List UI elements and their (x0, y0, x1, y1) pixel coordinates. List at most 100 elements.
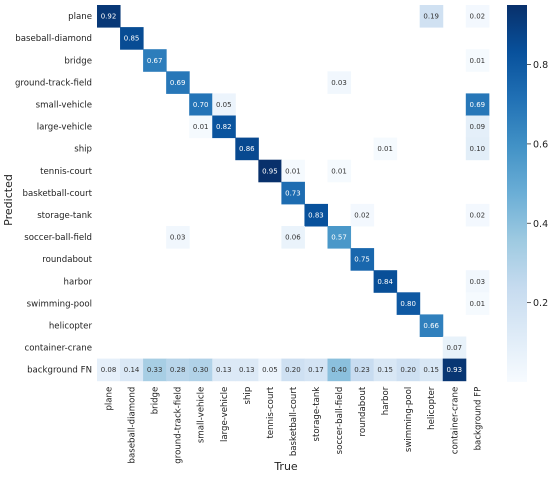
heatmap-cell (350, 248, 375, 271)
y-tick-label: large-vehicle (37, 123, 92, 133)
heatmap-cell (396, 292, 421, 315)
y-tick-label: ground-track-field (15, 78, 92, 88)
colorbar-ticks: 0.2 0.4 0.6 0.8 (527, 60, 548, 309)
colorbar-tick-label: 0.6 (533, 139, 548, 150)
cell-value-label: 0.83 (308, 211, 324, 219)
cell-value-label: 0.20 (400, 366, 416, 374)
x-tick-label: plane (105, 387, 115, 411)
heatmap-cell (350, 358, 375, 382)
cell-value-label: 0.03 (331, 79, 347, 87)
y-tick-label: ship (74, 145, 92, 155)
y-tick-label: soccer-ball-field (24, 233, 92, 243)
cell-value-label: 0.15 (377, 366, 393, 374)
cell-value-label: 0.40 (331, 366, 347, 374)
x-tick-label: large-vehicle (220, 387, 230, 442)
heatmap-cell (465, 5, 490, 28)
y-tick-label: container-crane (24, 344, 92, 354)
heatmap-cell (143, 49, 167, 72)
heatmap-cell (373, 137, 398, 161)
cell-value-label: 0.95 (262, 167, 278, 175)
heatmap-cell (465, 49, 490, 72)
heatmap-cell (327, 71, 352, 94)
heatmap-cell (166, 358, 190, 382)
x-tick-label: tennis-court (266, 386, 276, 438)
cell-value-label: 0.28 (170, 366, 186, 374)
y-tick-label: helicopter (49, 321, 93, 331)
cell-value-label: 0.01 (285, 167, 301, 175)
x-tick-label: swimming-pool (404, 387, 414, 452)
y-tick-label: basketball-court (23, 189, 93, 199)
heatmap-cell (281, 226, 305, 249)
heatmap-cell (189, 115, 213, 139)
heatmap-cell (166, 71, 190, 94)
cell-value-label: 0.03 (170, 234, 186, 242)
y-tick-label: tennis-court (40, 167, 92, 177)
cell-value-label: 0.14 (124, 366, 140, 374)
cell-value-label: 0.13 (239, 366, 255, 374)
heatmap-cell (166, 226, 190, 249)
heatmap-cell (281, 159, 305, 183)
cell-value-label: 0.17 (308, 366, 324, 374)
cell-value-label: 0.30 (193, 366, 209, 374)
cell-value-label: 0.73 (285, 189, 301, 197)
heatmap-cell (396, 358, 421, 382)
cell-value-label: 0.09 (470, 123, 486, 131)
cell-value-label: 0.01 (193, 123, 209, 131)
heatmap-cell (258, 358, 282, 382)
x-tick-label: baseball-diamond (128, 387, 138, 464)
cell-value-label: 0.08 (101, 366, 117, 374)
colorbar-tick-label: 0.4 (533, 219, 548, 230)
y-axis-title: Predicted (2, 174, 15, 226)
heatmap-cell (327, 358, 352, 382)
heatmap-cell (304, 203, 328, 227)
heatmap-cell (465, 203, 490, 227)
cell-value-label: 0.03 (470, 278, 486, 286)
x-tick-label: basketball-court (289, 386, 299, 456)
heatmap-cell (350, 203, 375, 227)
cell-value-label: 0.69 (170, 79, 186, 87)
heatmap-cell (304, 358, 328, 382)
heatmap-cell (373, 358, 398, 382)
cell-value-label: 0.93 (446, 366, 462, 374)
x-tick-label: soccer-ball-field (335, 387, 345, 455)
heatmap-cell-labels: 0.92 0.19 0.02 0.85 0.67 0.01 0.69 0.03 0.70 0.05… (101, 13, 485, 375)
y-tick-label: harbor (64, 277, 93, 287)
heatmap-cell (120, 27, 144, 50)
colorbar-tick-label: 0.2 (533, 298, 548, 309)
x-tick-label: small-vehicle (197, 387, 207, 443)
heatmap-cell (97, 358, 121, 382)
cell-value-label: 0.15 (423, 366, 439, 374)
x-tick-label: bridge (151, 387, 161, 415)
cell-value-label: 0.70 (193, 101, 209, 109)
cell-value-label: 0.05 (262, 366, 278, 374)
heatmap-cell (327, 159, 352, 183)
heatmap-cell (327, 226, 352, 249)
cell-value-label: 0.33 (147, 366, 163, 374)
cell-value-label: 0.02 (470, 13, 486, 21)
heatmap-cell (189, 93, 213, 116)
heatmap-cell (212, 93, 236, 116)
heatmap-cell (143, 358, 167, 382)
cell-value-label: 0.19 (423, 13, 439, 21)
cell-value-label: 0.13 (216, 366, 232, 374)
cell-value-label: 0.82 (216, 123, 232, 131)
x-tick-label: ship (243, 387, 253, 405)
cell-value-label: 0.20 (285, 366, 301, 374)
cell-value-label: 0.01 (470, 57, 486, 65)
cell-value-label: 0.86 (239, 145, 255, 153)
heatmap-cell (235, 358, 259, 382)
heatmap-cell (97, 5, 121, 28)
heatmap-cell (189, 358, 213, 382)
heatmap-cells (97, 5, 490, 382)
x-tick-label: helicopter (427, 386, 437, 430)
heatmap-cell (465, 292, 490, 315)
heatmap-cell (419, 358, 444, 382)
x-axis-title: True (273, 460, 298, 473)
heatmap-cell (465, 270, 490, 293)
y-tick-label: background FN (27, 366, 92, 376)
heatmap-cell (120, 358, 144, 382)
heatmap-cell (465, 115, 490, 139)
cell-value-label: 0.84 (377, 278, 393, 286)
y-tick-label: storage-tank (37, 211, 92, 221)
